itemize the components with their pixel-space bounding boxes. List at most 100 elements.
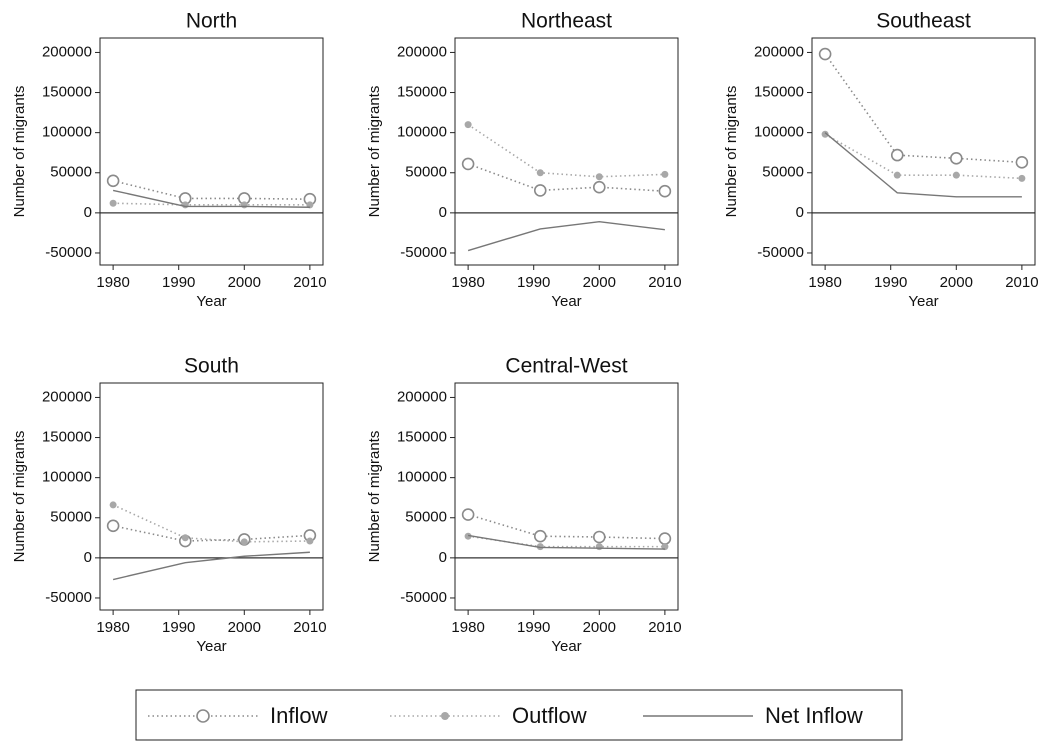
x-axis-label: Year — [551, 638, 581, 655]
y-tick-label: 50000 — [405, 509, 447, 526]
x-tick-label: 2000 — [583, 274, 616, 291]
data-point — [461, 508, 475, 521]
series-line — [824, 132, 1022, 198]
data-point — [106, 519, 120, 533]
data-point — [949, 152, 963, 165]
legend-box — [135, 689, 903, 741]
x-tick-label: 1990 — [162, 274, 195, 291]
y-tick-label: 200000 — [754, 43, 804, 60]
plot-frame — [99, 382, 324, 611]
data-point — [106, 174, 120, 188]
data-point — [109, 501, 117, 509]
data-point — [952, 171, 960, 179]
x-tick-label: 1980 — [96, 619, 129, 636]
x-axis-label: Year — [196, 638, 226, 655]
legend-label: Outflow — [512, 703, 587, 728]
y-tick-label: 0 — [796, 204, 804, 221]
series-line — [824, 53, 1022, 164]
data-point — [658, 184, 672, 198]
x-tick-label: 2010 — [1005, 274, 1038, 291]
x-tick-label: 1980 — [451, 274, 484, 291]
data-point — [1015, 156, 1029, 169]
x-tick-label: 2000 — [228, 274, 261, 291]
legend-marker — [441, 712, 449, 720]
x-tick-label: 1990 — [517, 619, 550, 636]
y-tick-label: 100000 — [754, 124, 804, 141]
y-tick-label: 50000 — [762, 164, 804, 181]
y-tick-label: 0 — [439, 549, 447, 566]
y-tick-label: 150000 — [42, 429, 92, 446]
series-line — [467, 163, 665, 193]
x-tick-label: 2010 — [293, 619, 326, 636]
y-tick-label: 200000 — [397, 388, 447, 405]
data-point — [595, 173, 603, 181]
data-point — [461, 157, 475, 171]
panel-title: Central-West — [505, 355, 627, 378]
panel: South -50000 0 50000 100000 150000 200000 1980 1… — [11, 355, 327, 655]
data-point — [181, 201, 189, 209]
panel: Southeast -50000 0 50000 100000 150000 200000 1… — [723, 10, 1039, 310]
data-point — [464, 121, 472, 129]
data-point — [890, 148, 904, 162]
panel-title: North — [186, 10, 237, 33]
panel-title: Southeast — [876, 10, 971, 33]
data-point — [595, 543, 603, 551]
series-line — [468, 535, 665, 548]
y-axis-label: Number of migrants — [723, 86, 740, 218]
plot-frame — [454, 382, 679, 611]
panel: North -50000 0 50000 100000 150000 200000 1980 1… — [11, 10, 327, 310]
x-tick-label: 2010 — [648, 619, 681, 636]
y-tick-label: 0 — [439, 204, 447, 221]
data-point — [240, 201, 248, 209]
x-tick-label: 1980 — [808, 274, 841, 291]
series-line — [113, 202, 310, 206]
x-tick-label: 2010 — [293, 274, 326, 291]
y-tick-label: 150000 — [397, 84, 447, 101]
data-point — [533, 529, 547, 543]
x-tick-label: 1980 — [96, 274, 129, 291]
data-point — [592, 530, 606, 544]
y-tick-label: 100000 — [42, 124, 92, 141]
y-tick-label: 200000 — [397, 43, 447, 60]
y-tick-label: 0 — [84, 204, 92, 221]
data-point — [893, 171, 901, 179]
series-line — [112, 524, 310, 542]
x-axis-label: Year — [196, 293, 226, 310]
data-point — [592, 180, 606, 194]
x-axis-label: Year — [908, 293, 938, 310]
data-point — [536, 543, 544, 551]
legend: Inflow Outflow Net Inflow — [135, 689, 903, 741]
y-axis-label: Number of migrants — [11, 86, 28, 218]
data-point — [464, 532, 472, 540]
x-tick-label: 1980 — [451, 619, 484, 636]
y-tick-label: 0 — [84, 549, 92, 566]
y-tick-label: 200000 — [42, 388, 92, 405]
series-line — [468, 534, 665, 550]
x-axis-label: Year — [551, 293, 581, 310]
y-tick-label: -50000 — [400, 244, 447, 261]
y-tick-label: -50000 — [400, 589, 447, 606]
plot-frame — [99, 37, 324, 266]
legend-label: Net Inflow — [765, 703, 863, 728]
y-tick-label: 200000 — [42, 43, 92, 60]
panel: Central-West -50000 0 50000 100000 150000 2000… — [366, 355, 682, 655]
series-line — [467, 513, 665, 540]
plot-frame — [811, 37, 1036, 266]
y-tick-label: 100000 — [397, 124, 447, 141]
x-tick-label: 1990 — [874, 274, 907, 291]
panel-title: Northeast — [521, 10, 612, 33]
data-point — [536, 169, 544, 177]
series-line — [467, 123, 665, 178]
series-line — [824, 133, 1022, 180]
series-line — [467, 220, 665, 252]
x-tick-label: 1990 — [517, 274, 550, 291]
data-point — [240, 538, 248, 546]
panel: Northeast -50000 0 50000 100000 150000 200000 1… — [366, 10, 682, 310]
legend-marker — [196, 709, 210, 723]
y-tick-label: 50000 — [50, 509, 92, 526]
series-line — [112, 189, 310, 208]
y-tick-label: 150000 — [754, 84, 804, 101]
y-tick-label: -50000 — [45, 589, 92, 606]
x-tick-label: 2000 — [583, 619, 616, 636]
